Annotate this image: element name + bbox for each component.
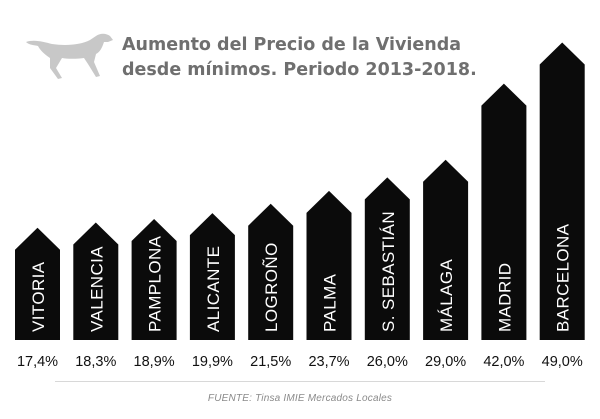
source-divider: [55, 381, 545, 382]
bar-group: VALENCIA 18,3%: [73, 222, 118, 370]
category-label: ALICANTE: [204, 246, 223, 332]
chart-title-line-2: desde mínimos. Periodo 2013-2018.: [122, 58, 477, 83]
value-label: 42,0%: [483, 354, 524, 370]
bar-group: MÁLAGA 29,0%: [423, 160, 468, 370]
source-note: FUENTE: Tinsa IMIE Mercados Locales: [0, 393, 600, 404]
value-label: 26,0%: [367, 354, 408, 370]
value-label: 29,0%: [425, 354, 466, 370]
category-label: VITORIA: [29, 261, 48, 332]
bar-group: S. SEBASTIÁN 26,0%: [365, 177, 410, 370]
category-label: MADRID: [495, 263, 514, 332]
category-label: S. SEBASTIÁN: [379, 211, 398, 332]
bar-group: PAMPLONA 18,9%: [132, 219, 177, 370]
bar-group: VITORIA 17,4%: [15, 228, 60, 370]
dog-silhouette-icon: [22, 28, 114, 86]
value-label: 17,4%: [17, 354, 58, 370]
category-label: MÁLAGA: [437, 258, 456, 332]
chart-title-line-1: Aumento del Precio de la Vivienda: [122, 33, 477, 58]
chart-title: Aumento del Precio de la Vivienda desde …: [122, 33, 477, 83]
category-label: VALENCIA: [87, 246, 106, 332]
value-label: 18,3%: [75, 354, 116, 370]
bar-group: ALICANTE 19,9%: [190, 213, 235, 370]
bar-group: PALMA 23,7%: [307, 191, 352, 370]
bar-group: BARCELONA 49,0%: [540, 43, 585, 370]
category-label: BARCELONA: [554, 223, 573, 332]
category-label: PALMA: [321, 273, 340, 332]
category-label: PAMPLONA: [146, 235, 165, 332]
bar-group: MADRID 42,0%: [481, 84, 526, 370]
value-label: 19,9%: [192, 354, 233, 370]
bar-group: LOGROÑO 21,5%: [248, 204, 293, 370]
value-label: 18,9%: [134, 354, 175, 370]
value-label: 23,7%: [308, 354, 349, 370]
value-label: 21,5%: [250, 354, 291, 370]
category-label: LOGROÑO: [262, 242, 281, 332]
value-label: 49,0%: [542, 354, 583, 370]
